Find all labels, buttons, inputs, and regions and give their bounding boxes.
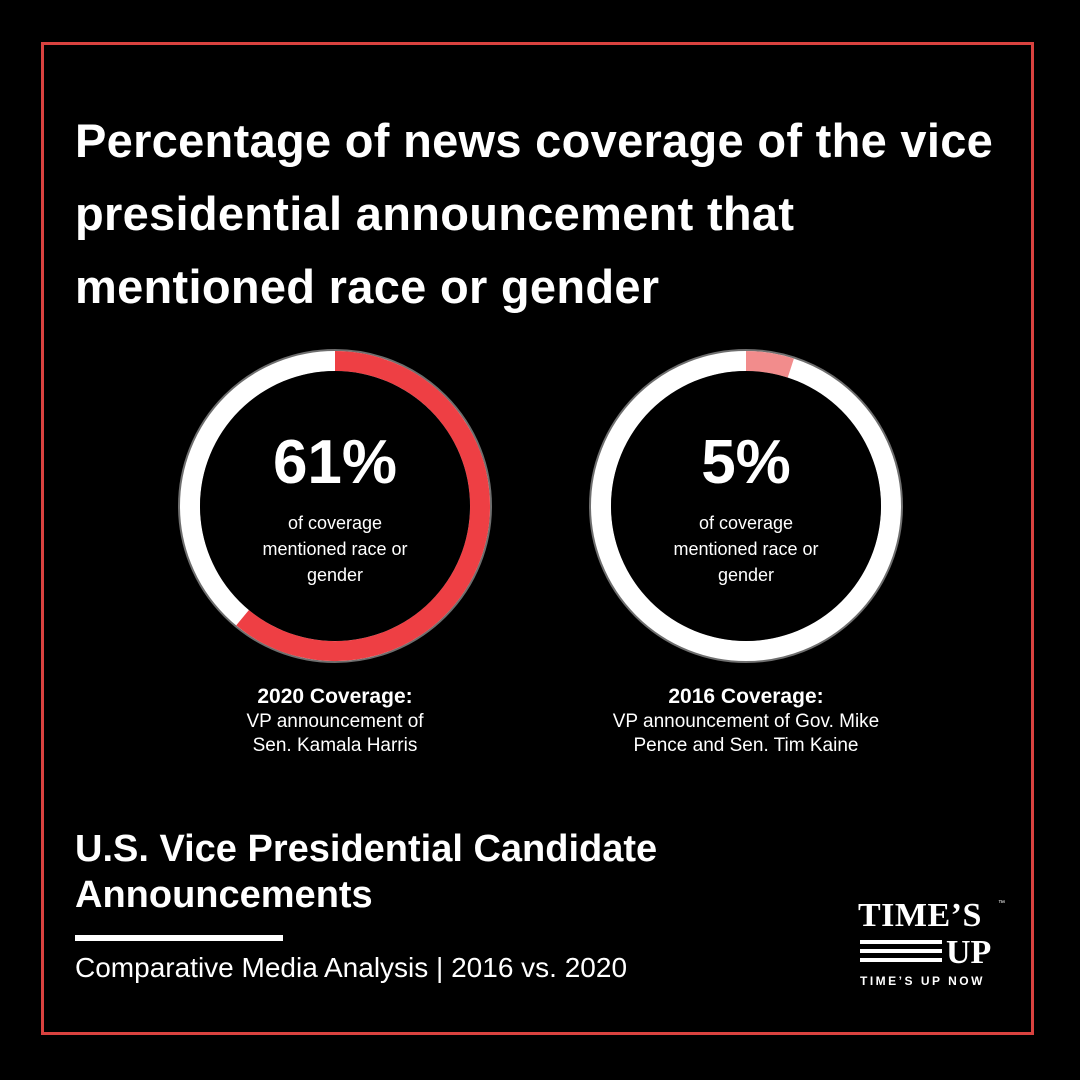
donut-2020-arc	[236, 351, 490, 661]
caption-2016-title: 2016 Coverage:	[668, 685, 824, 708]
donut-2020-value: 61%	[272, 428, 398, 497]
caption-2016: 2016 Coverage: VP announcement of Gov. M…	[556, 684, 936, 758]
caption-2020-title: 2020 Coverage:	[257, 685, 413, 708]
footer-tagline: Comparative Media Analysis | 2016 vs. 20…	[75, 952, 628, 983]
donut-2016-arc	[745, 351, 794, 378]
logo-subtitle: TIME’S UP NOW	[860, 974, 985, 988]
donut-2020-description: of coverage mentioned race or gender	[262, 513, 408, 585]
donut-2016-svg	[589, 349, 903, 663]
logo-line-3	[860, 958, 942, 962]
donut-2016-description: of coverage mentioned race or gender	[673, 513, 819, 585]
donut-chart-2020: 61% of coverage mentioned race or gender	[177, 348, 493, 664]
logo-line-2	[860, 949, 942, 953]
donut-2020-hole	[200, 371, 470, 641]
donut-2016-value: 5%	[701, 428, 791, 497]
chart-title: Percentage of news coverage of the vice …	[75, 114, 994, 313]
caption-2020-text: VP announcement of Sen. Kamala Harris	[246, 711, 424, 756]
donut-chart-2016: 5% of coverage mentioned race or gender	[588, 348, 904, 664]
footer-subtitle: U.S. Vice Presidential Candidate Announc…	[75, 828, 658, 916]
logo-line-1	[860, 940, 942, 944]
caption-2016-text: VP announcement of Gov. Mike Pence and S…	[612, 711, 880, 756]
logo-trademark: ™	[998, 900, 1005, 907]
donut-2016-hole	[611, 371, 881, 641]
red-border-frame	[41, 42, 1034, 1035]
caption-2020: 2020 Coverage: VP announcement of Sen. K…	[145, 684, 525, 758]
logo-word-times: TIME’S	[858, 897, 982, 934]
times-up-logo: TIME’S ™ UP TIME’S UP NOW	[852, 898, 1022, 998]
logo-word-up: UP	[946, 934, 992, 971]
donut-2020-svg	[178, 349, 492, 663]
subtitle-underline	[75, 935, 283, 941]
